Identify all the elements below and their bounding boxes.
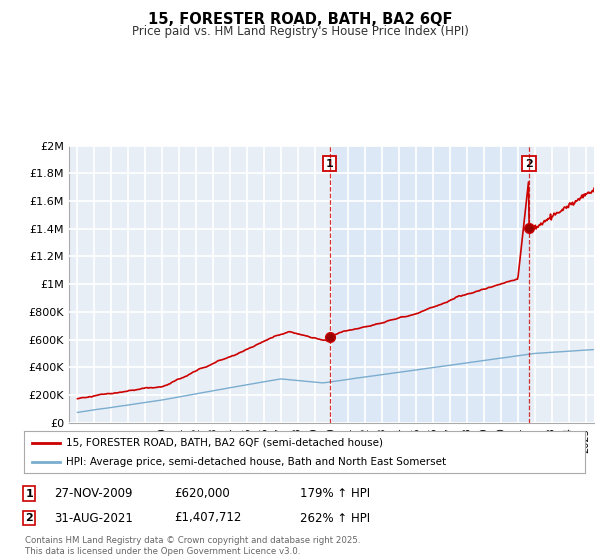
Text: HPI: Average price, semi-detached house, Bath and North East Somerset: HPI: Average price, semi-detached house,… [66,457,446,467]
Text: 2: 2 [25,513,33,523]
Text: 15, FORESTER ROAD, BATH, BA2 6QF (semi-detached house): 15, FORESTER ROAD, BATH, BA2 6QF (semi-d… [66,437,383,447]
Bar [330,146,529,423]
Text: 15, FORESTER ROAD, BATH, BA2 6QF: 15, FORESTER ROAD, BATH, BA2 6QF [148,12,452,27]
Text: 31-AUG-2021: 31-AUG-2021 [54,511,133,525]
Text: 1: 1 [25,489,33,499]
Text: 1: 1 [326,158,334,169]
Text: 2: 2 [525,158,533,169]
Text: 262% ↑ HPI: 262% ↑ HPI [300,511,370,525]
Text: Price paid vs. HM Land Registry's House Price Index (HPI): Price paid vs. HM Land Registry's House … [131,25,469,38]
Text: £620,000: £620,000 [174,487,230,501]
Text: 179% ↑ HPI: 179% ↑ HPI [300,487,370,501]
Text: £1,407,712: £1,407,712 [174,511,241,525]
Text: 27-NOV-2009: 27-NOV-2009 [54,487,133,501]
Text: Contains HM Land Registry data © Crown copyright and database right 2025.
This d: Contains HM Land Registry data © Crown c… [25,536,361,556]
